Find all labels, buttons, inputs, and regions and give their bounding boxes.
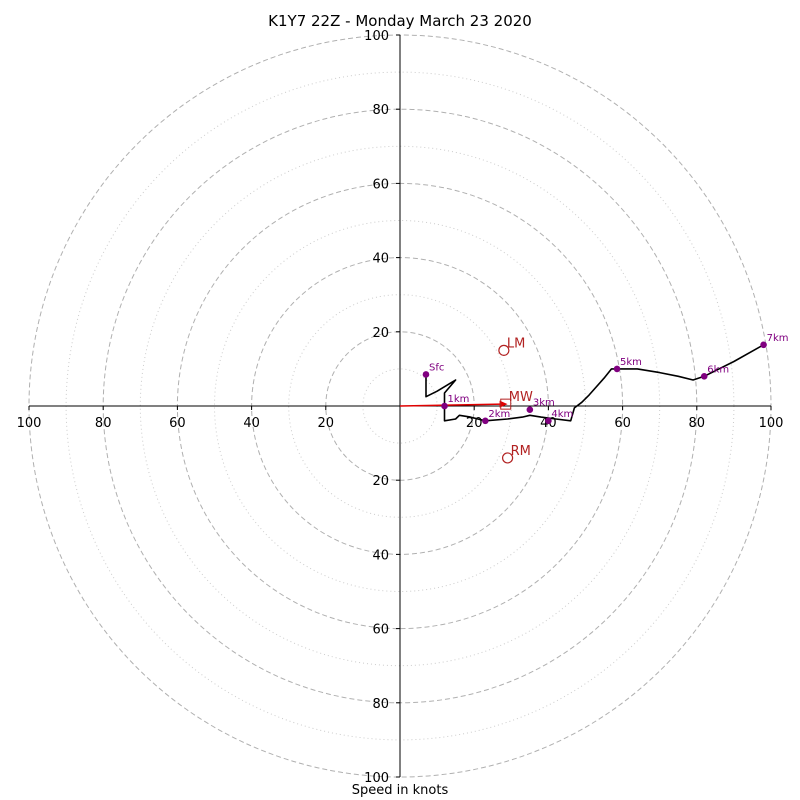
height-point-sfc — [422, 371, 430, 378]
tick-label-left: 40 — [243, 416, 260, 431]
chart-title: K1Y7 22Z - Monday March 23 2020 — [268, 12, 532, 30]
motion-marker-rm — [501, 452, 514, 464]
tick-label-bottom: 40 — [372, 548, 389, 563]
tick-label-left: 20 — [318, 416, 335, 431]
tick-label-top: 60 — [372, 177, 389, 192]
tick-label-left: 60 — [169, 416, 186, 431]
tick-label-bottom: 20 — [372, 474, 389, 489]
tick-label-top: 20 — [372, 326, 389, 341]
motion-label-rm: RM — [511, 444, 531, 459]
tick-label-left: 80 — [95, 416, 112, 431]
tick-labels: 2040608010010080604020100806040202040608… — [17, 29, 784, 786]
motion-label-mw: MW — [509, 390, 533, 405]
height-label-1km: 1km — [448, 394, 470, 405]
height-label-6km: 6km — [707, 364, 729, 375]
height-label-4km: 4km — [551, 409, 573, 420]
tick-label-top: 40 — [372, 252, 389, 267]
height-label-7km: 7km — [767, 333, 789, 344]
height-label-5km: 5km — [620, 357, 642, 368]
height-point-1km — [441, 402, 448, 410]
shear-vector-line — [399, 403, 502, 407]
tick-label-right: 60 — [614, 416, 631, 431]
motion-marker-lm — [498, 344, 510, 356]
shear-vector-arrowhead — [499, 400, 508, 408]
height-point-6km — [700, 373, 708, 380]
tick-label-left: 100 — [17, 416, 42, 431]
tick-label-bottom: 80 — [372, 697, 389, 712]
height-point-5km — [613, 365, 621, 373]
hodograph-line — [425, 344, 764, 422]
motion-marker-mw — [500, 398, 512, 410]
height-label-sfc: Sfc — [429, 362, 444, 373]
tick-label-bottom: 100 — [364, 771, 389, 786]
height-point-3km — [526, 406, 534, 414]
x-axis-label: Speed in knots — [351, 783, 449, 798]
height-label-2km: 2km — [488, 409, 510, 420]
storm-motions: LM MW RM — [498, 336, 533, 464]
height-point-4km — [545, 417, 552, 425]
tick-label-top: 100 — [364, 29, 389, 44]
tick-label-top: 80 — [372, 103, 389, 118]
motion-label-lm: LM — [507, 336, 525, 351]
height-point-2km — [482, 417, 489, 425]
tick-label-right: 100 — [759, 416, 784, 431]
height-label-3km: 3km — [533, 398, 555, 409]
height-point-7km — [760, 341, 767, 349]
tick-label-right: 80 — [689, 416, 706, 431]
tick-label-bottom: 60 — [372, 623, 389, 638]
